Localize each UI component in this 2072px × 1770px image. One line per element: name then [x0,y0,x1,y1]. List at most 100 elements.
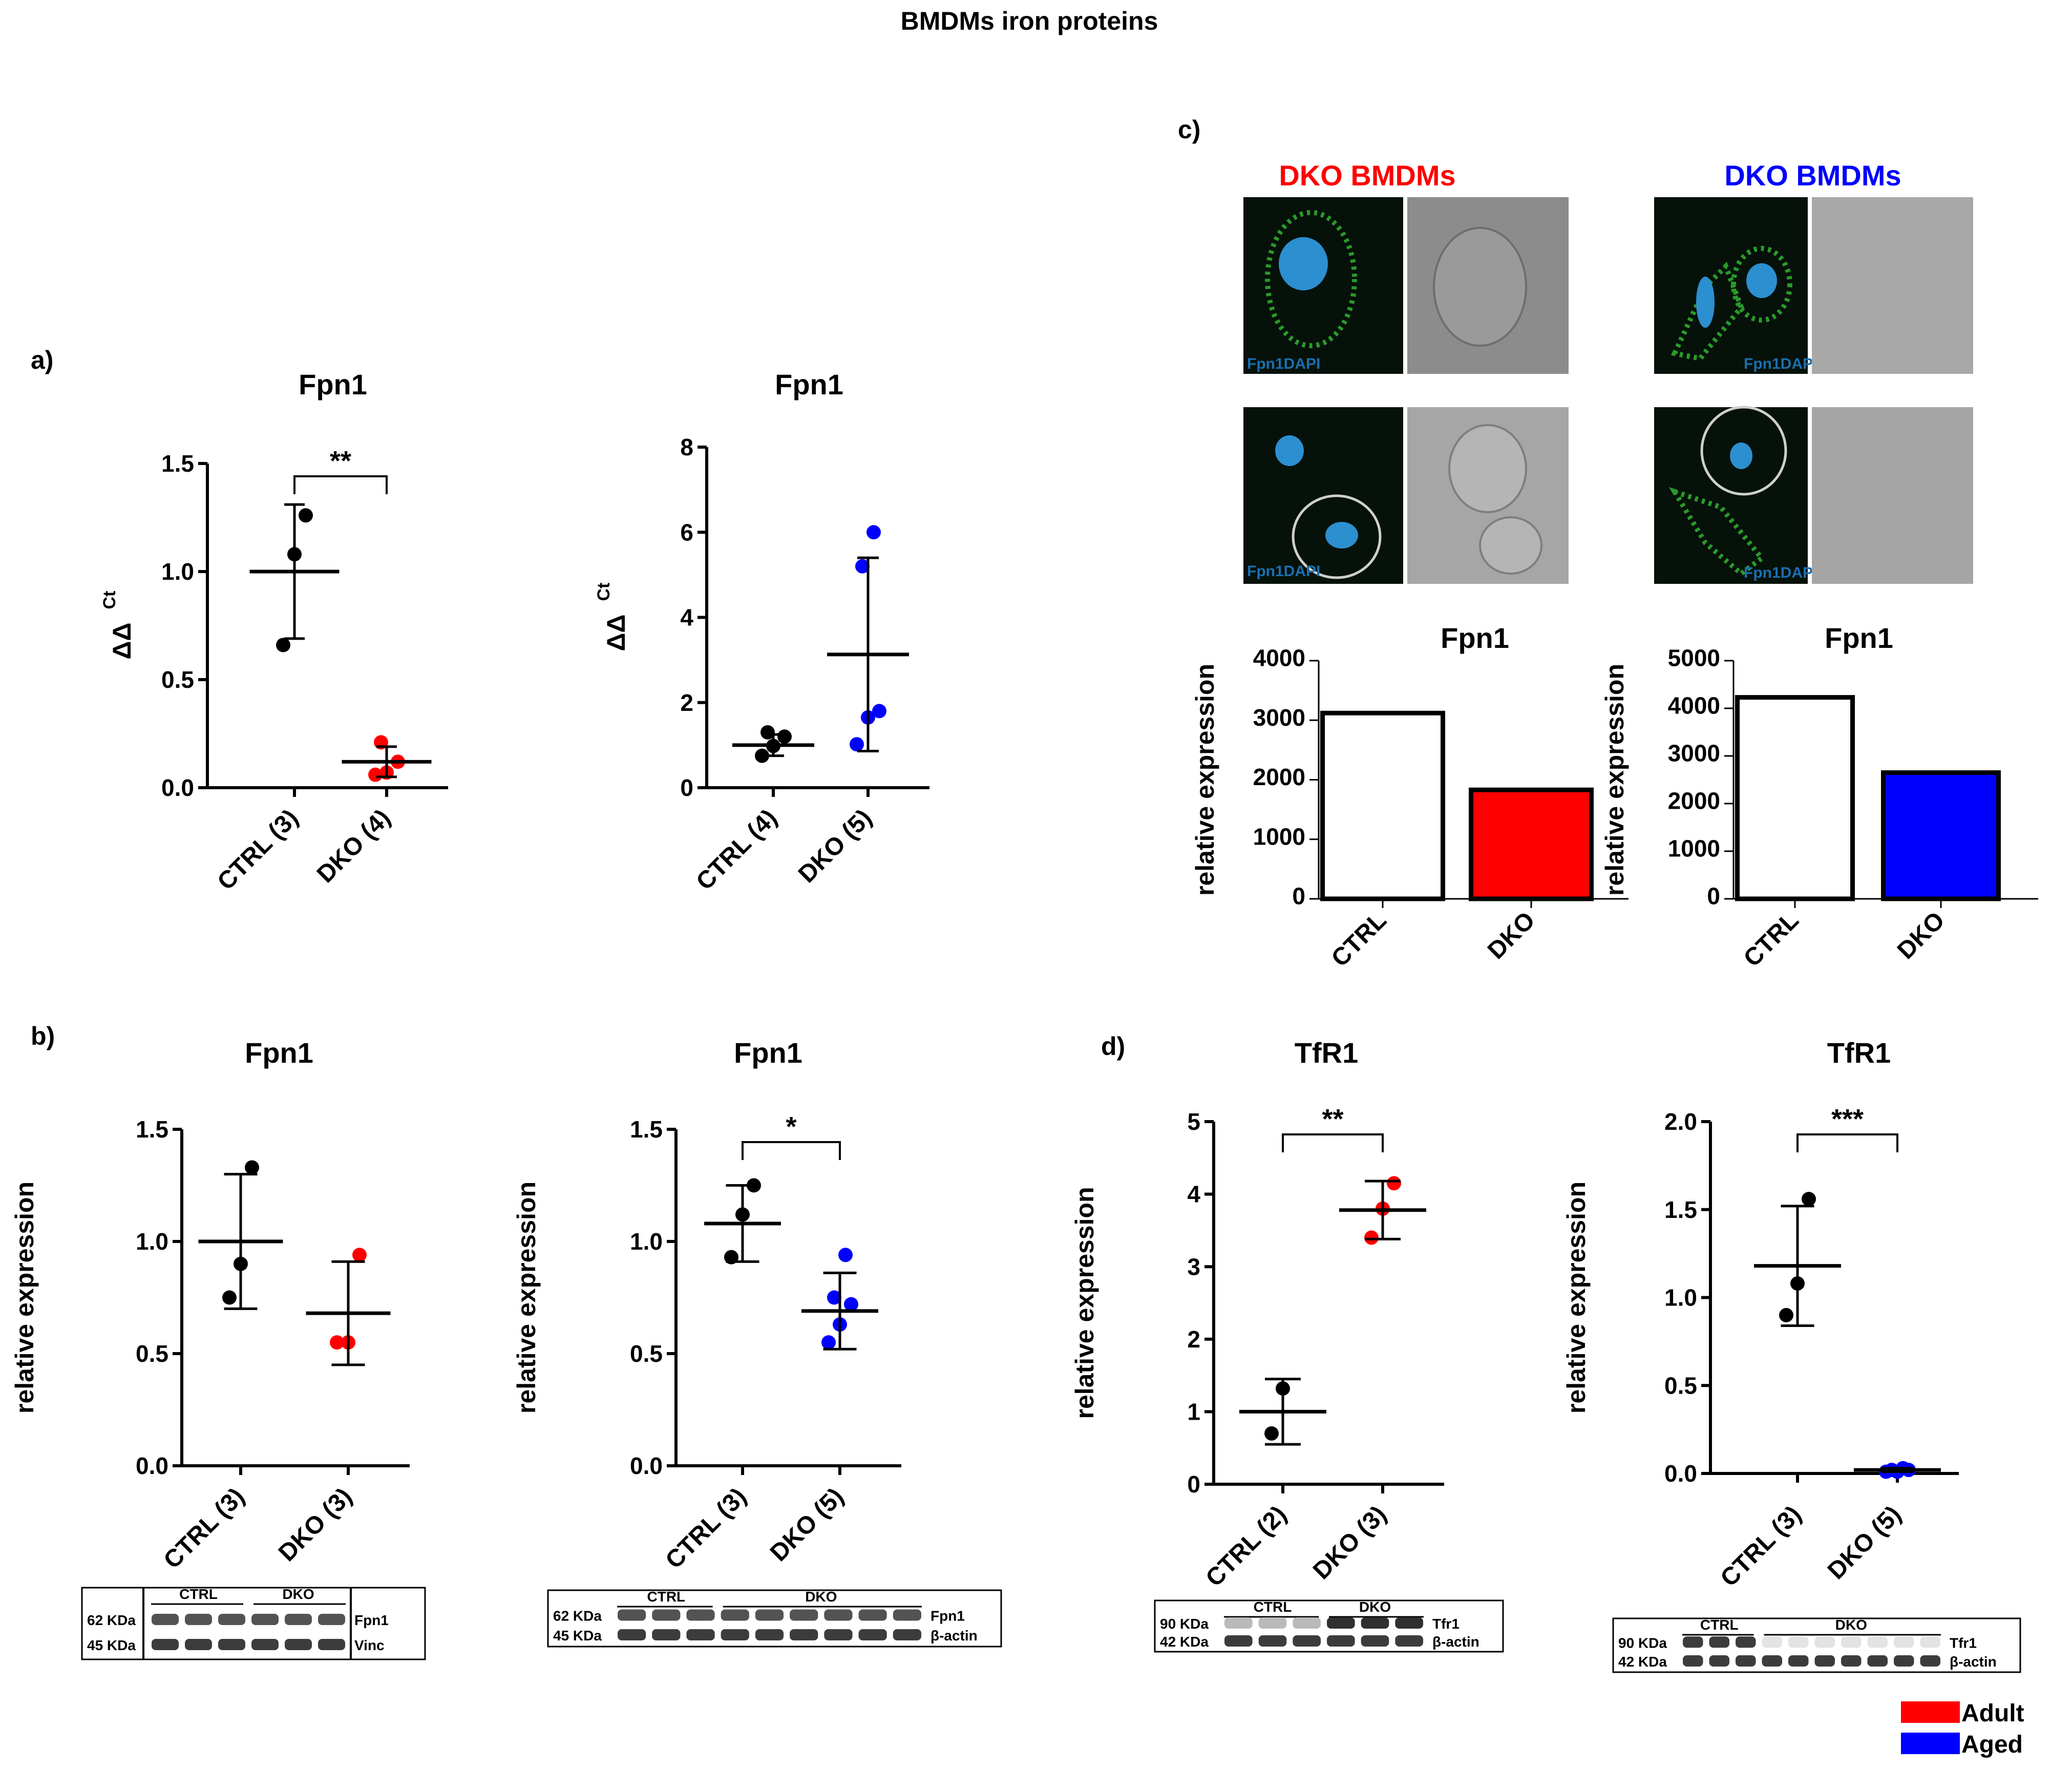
blot-band [1814,1655,1835,1667]
y-tick-label: 0 [1187,1471,1200,1498]
blot-band [285,1639,312,1650]
y-tick-label: 0 [680,774,693,801]
brightfield-image-3 [1812,197,1973,374]
blot-band [1395,1635,1423,1647]
x-tick-label: CTRL (3) [159,1483,250,1574]
blot-band [1293,1635,1321,1647]
y-tick-label: 1.0 [136,1228,168,1255]
y-tick-label: 4 [680,604,693,631]
chart-c2: Fpn1 0 1000 2000 3000 4000 5000 relative expres… [1600,622,2038,972]
chart-d2: TfR1 0.0 0.5 1.0 1.5 2.0 relative expression CT… [1562,1037,1959,1592]
fluorescence-image-4 [1654,407,1808,584]
chart-a2: Fpn1 0 2 4 6 8 ΔΔ Ct CTRL (4) DKO (5) [594,368,929,896]
blot-band [652,1609,681,1621]
brightfield-cell-3 [1479,516,1542,575]
fluorescence-image-1 [1243,197,1403,374]
chart-b1: Fpn1 0.0 0.5 1.0 1.5 relative expression CTRL … [10,1037,410,1574]
data-point [368,767,383,782]
x-tick-label: DKO [1892,907,1950,964]
blot-band [1709,1636,1729,1648]
stain-label-4: Fpn1DAPI [1744,564,1817,581]
significance-bracket [1796,1133,1898,1152]
brightfield-cell-1 [1433,227,1527,347]
blot-band [721,1609,749,1621]
nucleus-6 [1730,442,1752,469]
y-axis-label: ΔΔ [602,615,630,651]
y-tick-label: 3 [1187,1253,1200,1280]
blot-protein-label: β-actin [1950,1654,1997,1670]
data-point [827,1290,841,1305]
y-tick-label: 3000 [1668,740,1720,767]
y-tick-label: 5000 [1668,645,1720,671]
y-tick-label: 2000 [1253,764,1305,790]
y-tick-label: 4000 [1253,645,1305,671]
selection-circle-2 [1292,494,1382,579]
western-blot-3: CTRL DKO 90 KDa Tfr1 42 KDa β-actin [1154,1599,1504,1653]
y-tick-label: 1 [1187,1399,1200,1425]
data-point [222,1290,237,1305]
chart-title: Fpn1 [734,1037,802,1069]
data-point [245,1160,259,1175]
data-point [821,1335,836,1350]
panel-label-d: d) [1101,1032,1125,1061]
blot-mw-label: 62 KDa [553,1608,602,1624]
blot-band [1683,1655,1703,1667]
blot-band [251,1639,279,1650]
blot-band [1920,1655,1940,1667]
significance-bracket [1282,1133,1384,1152]
y-axis-label: relative expression [1191,664,1219,896]
blot-band [285,1614,312,1625]
blot-band [1258,1635,1287,1647]
blot-protein-label: Fpn1 [354,1612,389,1628]
nucleus-3 [1325,522,1358,549]
data-point [1779,1308,1793,1322]
x-tick-label: DKO [1483,907,1540,964]
panel-label-b: b) [31,1022,55,1050]
blot-group-ctrl: CTRL [647,1589,686,1605]
y-axis-label: relative expression [10,1182,39,1414]
y-tick-label: 2 [680,689,693,716]
x-tick-label: CTRL (3) [1716,1501,1807,1592]
blot-band [1293,1617,1321,1629]
blot-protein-label: β-actin [931,1628,978,1643]
x-tick-label: DKO (5) [765,1483,849,1567]
y-tick-label: 0.0 [136,1452,168,1479]
nucleus-2 [1275,435,1304,466]
nucleus-4 [1696,277,1715,328]
microscopy-right-label: DKO BMDMs [1724,159,1901,192]
blot-band [1841,1655,1862,1667]
chart-title: Fpn1 [1825,622,1893,654]
blot-band [1224,1617,1253,1629]
significance-bracket [293,475,388,494]
brightfield-cell-2 [1448,424,1527,513]
blot-band [721,1629,749,1640]
blot-protein-label: Vinc [354,1637,385,1653]
chart-title: Fpn1 [299,368,367,401]
cell-5 [1731,246,1792,323]
y-tick-label: 0.5 [630,1340,663,1367]
chart-b2: Fpn1 0.0 0.5 1.0 1.5 relative expression CTRL … [512,1037,901,1574]
cell-4 [1671,261,1744,362]
blot-protein-label: Fpn1 [931,1608,965,1624]
legend-label-aged: Aged [1961,1731,2023,1758]
blot-band [1683,1636,1703,1648]
data-point [872,704,886,719]
y-tick-label: 1.5 [1664,1196,1697,1223]
chart-c1: Fpn1 0 1000 2000 3000 4000 relative expression… [1191,622,1629,972]
blot-group-ctrl: CTRL [1254,1599,1292,1615]
blot-band [1788,1636,1809,1648]
y-axis-label-superscript: Ct [594,583,614,601]
y-tick-label: 0.5 [1664,1372,1697,1399]
y-tick-label: 0.0 [630,1452,663,1479]
x-tick-label: CTRL (3) [213,804,304,895]
brightfield-image-4 [1812,407,1973,584]
nucleus-5 [1746,263,1777,298]
blot-group-ctrl: CTRL [1700,1617,1739,1633]
blot-band [218,1639,245,1650]
blot-group-dko: DKO [805,1589,837,1605]
blot-band [152,1639,179,1650]
x-tick-label: DKO (3) [273,1483,357,1567]
blot-band [824,1629,853,1640]
bar-dko [1881,770,2001,901]
y-axis-label: relative expression [1562,1182,1591,1414]
